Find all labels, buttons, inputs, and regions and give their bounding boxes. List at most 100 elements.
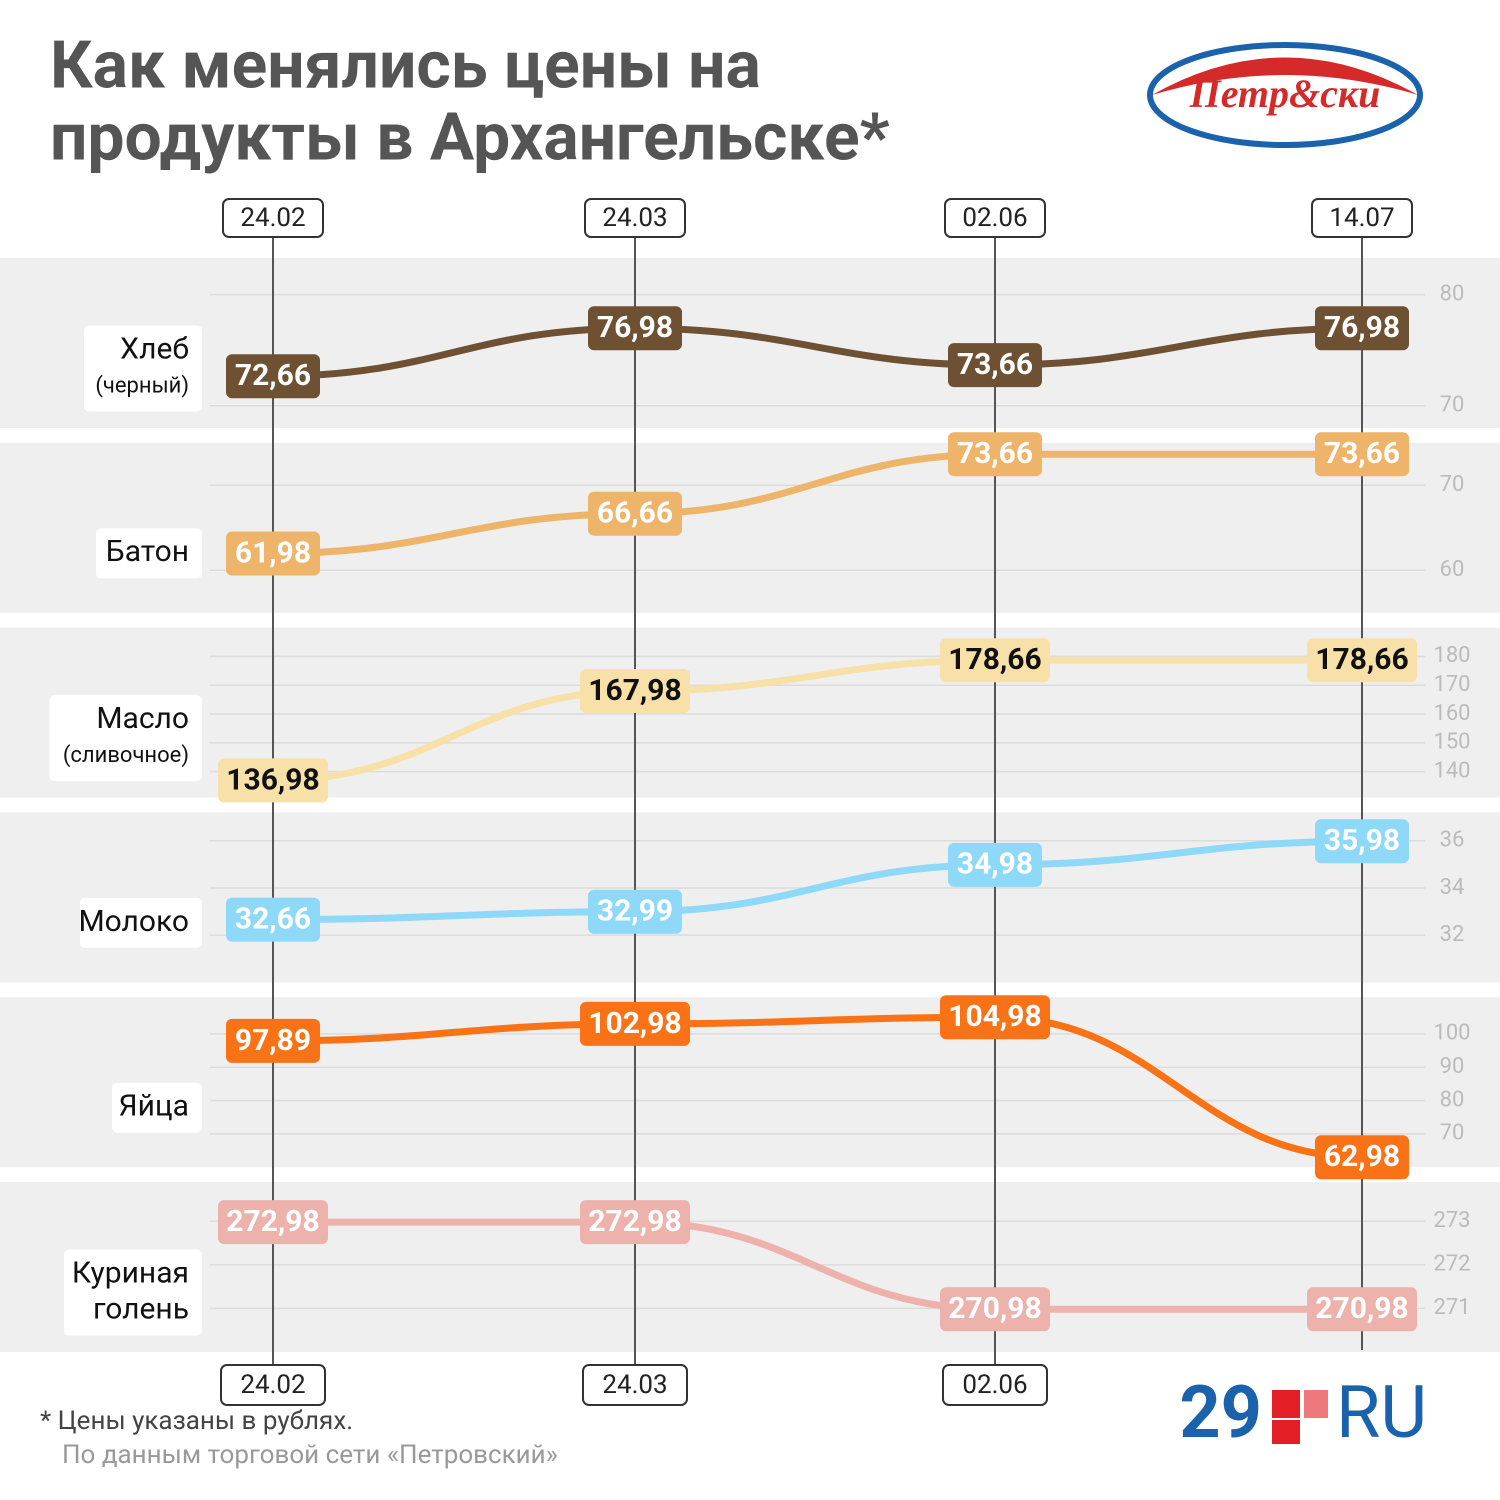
value-label: 72,66 <box>235 358 311 393</box>
value-box <box>218 758 328 803</box>
product-label-box <box>112 1082 202 1133</box>
value-label: 76,98 <box>1324 310 1400 345</box>
product-label: Хлеб <box>120 331 189 366</box>
value-label: 61,98 <box>235 535 311 570</box>
source: По данным торговой сети «Петровский» <box>62 1440 558 1470</box>
y-tick-label: 150 <box>1433 730 1470 755</box>
value-box <box>940 995 1050 1040</box>
value-box <box>1315 819 1409 864</box>
date-label: 24.03 <box>602 203 667 233</box>
logo-ru: RU <box>1336 1370 1427 1455</box>
value-box <box>226 1018 320 1063</box>
value-box <box>588 491 682 536</box>
product-label: Куриная <box>72 1255 189 1290</box>
panel-band <box>0 442 1500 613</box>
price-line <box>269 656 1366 784</box>
title-line: Как менялись цены на <box>50 27 761 104</box>
date-label: 02.06 <box>962 203 1027 233</box>
product-label-box <box>64 1249 202 1336</box>
y-tick-label: 170 <box>1433 672 1470 697</box>
product-label: Яйца <box>118 1089 189 1124</box>
logo-arc <box>1152 57 1418 95</box>
date-box <box>582 1364 688 1406</box>
y-tick-label: 100 <box>1433 1021 1470 1046</box>
brand-logo: Петр&ски <box>1147 42 1423 148</box>
product-label-box <box>84 325 202 412</box>
value-label: 32,99 <box>597 894 673 929</box>
value-label: 167,98 <box>588 673 681 708</box>
value-box <box>580 1001 690 1046</box>
value-label: 97,89 <box>235 1023 311 1058</box>
y-tick-label: 70 <box>1440 472 1465 497</box>
y-tick-label: 180 <box>1433 643 1470 668</box>
line-layer: 72,66 76,98 73,66 76,98 Хлеб (черный) 61,98 66,… <box>49 306 1417 1336</box>
footnote: * Цены указаны в рублях. <box>40 1406 353 1436</box>
date-box <box>944 198 1046 238</box>
date-box <box>222 198 324 238</box>
publisher-logo: 29 RU <box>1179 1370 1427 1455</box>
y-tick-label: 80 <box>1440 1087 1465 1112</box>
date-label: 24.03 <box>602 1370 667 1400</box>
date-label: 14.07 <box>1329 203 1394 233</box>
value-label: 178,66 <box>948 642 1041 677</box>
panel-band <box>0 258 1500 428</box>
price-line <box>269 837 1366 924</box>
value-label: 66,66 <box>597 496 673 531</box>
value-label: 62,98 <box>1324 1139 1400 1174</box>
logo-text: Петр&ски <box>1189 71 1381 116</box>
y-tick-label: 90 <box>1440 1054 1465 1079</box>
value-box <box>948 343 1042 388</box>
product-label-box <box>80 897 202 948</box>
product-label: голень <box>93 1291 189 1326</box>
value-label: 104,98 <box>948 999 1041 1034</box>
value-box <box>588 306 682 351</box>
product-label: Молоко <box>78 904 189 939</box>
date-box <box>220 1364 326 1406</box>
value-label: 34,98 <box>957 847 1033 882</box>
charts: 70 80 60 70 140 150 160 170 180 32 34 36 70 80 90 100 27… <box>0 198 1500 1406</box>
value-label: 73,66 <box>957 436 1033 471</box>
product-label: (сливочное) <box>63 743 189 768</box>
y-tick-label: 36 <box>1440 828 1465 853</box>
value-box <box>226 354 320 399</box>
logo-square <box>1272 1390 1300 1418</box>
product-label-box <box>49 695 202 782</box>
value-box <box>226 531 320 576</box>
date-box <box>942 1364 1048 1406</box>
product-label: Батон <box>106 534 189 569</box>
value-box <box>948 842 1042 887</box>
value-box <box>948 432 1042 477</box>
value-box <box>1315 432 1409 477</box>
date-box <box>584 198 686 238</box>
logo-square <box>1272 1420 1300 1444</box>
price-line <box>269 1218 1366 1313</box>
title-line: продукты в Архангельске* <box>50 99 890 176</box>
y-tick-label: 160 <box>1433 701 1470 726</box>
value-box <box>588 889 682 934</box>
price-line <box>269 324 1366 380</box>
value-label: 178,66 <box>1315 642 1408 677</box>
value-label: 73,66 <box>1324 436 1400 471</box>
logo-number: 29 <box>1179 1370 1262 1455</box>
value-label: 76,98 <box>597 310 673 345</box>
y-tick-label: 34 <box>1440 875 1465 900</box>
price-line <box>269 1013 1366 1161</box>
y-tick-label: 272 <box>1433 1252 1470 1277</box>
value-label: 73,66 <box>957 347 1033 382</box>
value-box <box>1307 1287 1417 1332</box>
price-line <box>269 450 1366 557</box>
date-box <box>1311 198 1413 238</box>
value-box <box>1315 1135 1409 1180</box>
value-label: 35,98 <box>1324 823 1400 858</box>
value-box <box>218 1200 328 1245</box>
date-label: 24.02 <box>240 203 305 233</box>
date-label: 24.02 <box>240 1370 305 1400</box>
value-label: 136,98 <box>226 762 319 797</box>
y-tick-label: 70 <box>1440 393 1465 418</box>
y-tick-label: 32 <box>1440 922 1465 947</box>
value-label: 32,66 <box>235 902 311 937</box>
value-box <box>940 1287 1050 1332</box>
product-label-box <box>96 528 202 579</box>
value-box <box>1315 306 1409 351</box>
